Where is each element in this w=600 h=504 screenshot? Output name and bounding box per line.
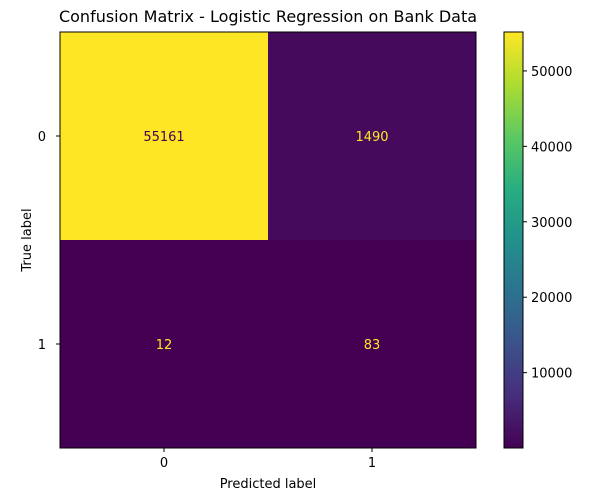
plot-frame (59, 31, 477, 449)
y-tick-label-0: 0 (38, 130, 46, 145)
colorbar-tick-label: 30000 (531, 216, 572, 231)
chart-title: Confusion Matrix - Logistic Regression o… (59, 7, 477, 26)
matrix-cell-1-1 (268, 240, 476, 448)
x-tick-label-1: 1 (368, 456, 376, 471)
matrix-cell-value-0-0: 55161 (143, 130, 184, 145)
x-tick-label-0: 0 (160, 456, 168, 471)
y-tick-label-1: 1 (38, 338, 46, 353)
y-axis-ticks: 01 (38, 130, 60, 353)
colorbar-tick-label: 40000 (531, 140, 572, 155)
matrix-cell-0-1 (268, 32, 476, 240)
colorbar-tick-label: 20000 (531, 291, 572, 306)
colorbar-tick-label: 50000 (531, 65, 572, 80)
x-axis-label: Predicted label (220, 477, 317, 492)
matrix-cell-value-1-1: 83 (364, 338, 381, 353)
matrix-cell-value-1-0: 12 (156, 338, 173, 353)
y-axis-label: True label (20, 208, 35, 272)
matrix-cell-labels: 55161 1490 12 83 (143, 130, 388, 353)
matrix-cells (59, 31, 477, 449)
colorbar-tick-label: 10000 (531, 367, 572, 382)
colorbar (503, 31, 524, 449)
matrix-cell-0-0 (60, 32, 268, 240)
matrix-cell-1-0 (60, 240, 268, 448)
matrix-cell-value-0-1: 1490 (355, 130, 388, 145)
colorbar-ticks: 10000 20000 30000 40000 50000 (523, 65, 572, 382)
